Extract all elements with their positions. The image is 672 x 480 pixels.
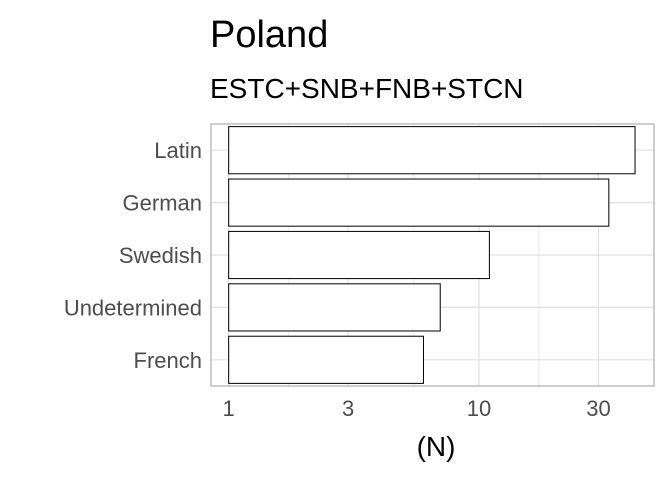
y-tick-label: Undetermined	[64, 295, 202, 320]
bar-swedish	[228, 230, 490, 280]
bars	[228, 126, 636, 384]
y-tick-label: French	[134, 348, 202, 373]
y-tick-label: Swedish	[119, 243, 202, 268]
bar-latin	[228, 126, 636, 175]
x-tick-label: 30	[586, 396, 610, 421]
x-tick-label: 3	[342, 396, 354, 421]
panel-border	[210, 123, 655, 387]
chart-subtitle: ESTC+SNB+FNB+STCN	[210, 73, 524, 104]
y-tick-label: German	[123, 191, 202, 216]
y-tick-labels: Latin German Swedish Undetermined French	[64, 138, 202, 373]
x-tick-labels: 1 3 10 30	[223, 396, 611, 421]
x-axis-label: (N)	[417, 431, 456, 462]
bar-undetermined	[228, 283, 441, 332]
x-tick-label: 1	[223, 396, 235, 421]
x-tick-label: 10	[467, 396, 491, 421]
bar-german	[228, 178, 610, 227]
bar-french	[228, 335, 424, 384]
y-tick-label: Latin	[154, 138, 202, 163]
chart-title: Poland	[210, 14, 328, 56]
